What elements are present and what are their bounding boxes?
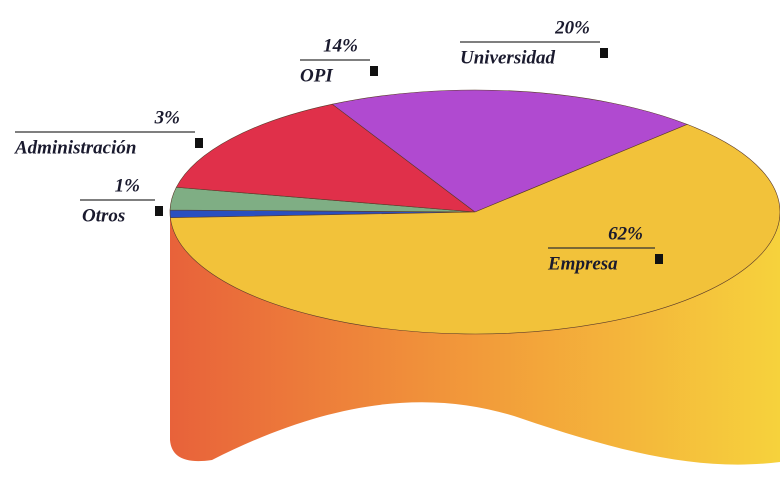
value-label: 1% [115,175,140,196]
label-marker [655,254,663,264]
labels: 1% Otros 3% Administración 14% OPI 20% Universi… [14,17,663,274]
label-marker [600,48,608,58]
pie-slice [170,124,780,335]
label-marker [155,206,163,216]
value-label: 14% [323,35,358,56]
pie-slice [331,89,689,213]
pie-slice [175,103,477,213]
category-label: OPI [300,65,333,86]
label-marker [370,66,378,76]
value-label: 20% [554,17,590,38]
value-label: 62% [608,223,643,244]
pie-top [169,89,780,335]
category-label: Otros [82,205,125,226]
category-label: Empresa [547,253,618,274]
value-label: 3% [154,107,180,128]
category-label: Administración [14,137,136,158]
label-marker [195,138,203,148]
category-label: Universidad [460,47,556,68]
